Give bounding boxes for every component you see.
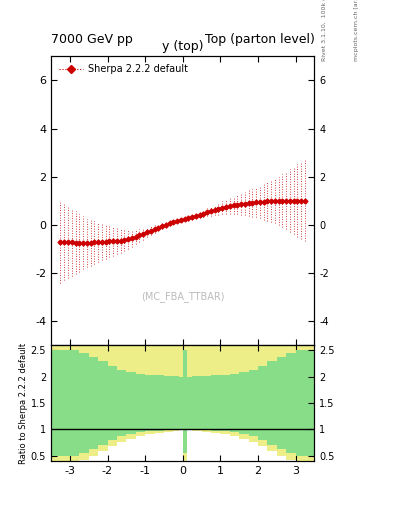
Text: Rivet 3.1.10,  100k events: Rivet 3.1.10, 100k events <box>322 0 327 61</box>
Text: y (top): y (top) <box>162 40 204 53</box>
Text: mcplots.cern.ch [arXiv:1306.3436]: mcplots.cern.ch [arXiv:1306.3436] <box>354 0 359 61</box>
Legend: Sherpa 2.2.2 default: Sherpa 2.2.2 default <box>56 61 191 77</box>
Text: Top (parton level): Top (parton level) <box>204 33 314 46</box>
Text: (MC_FBA_TTBAR): (MC_FBA_TTBAR) <box>141 291 224 302</box>
Text: 7000 GeV pp: 7000 GeV pp <box>51 33 133 46</box>
Y-axis label: Ratio to Sherpa 2.2.2 default: Ratio to Sherpa 2.2.2 default <box>19 343 28 463</box>
